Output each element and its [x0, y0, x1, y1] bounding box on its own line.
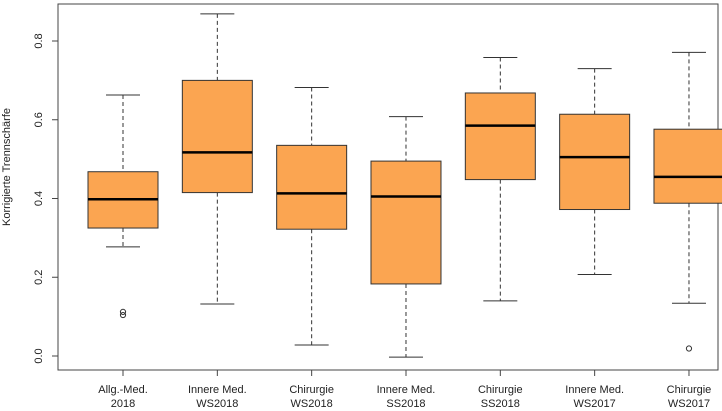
outlier-point — [119, 311, 127, 319]
outlier-point — [685, 345, 693, 352]
box-group — [464, 57, 536, 302]
x-category-label-line1: Chirurgie — [478, 384, 523, 396]
x-category-label-line2: WS2017 — [574, 398, 616, 410]
iqr-box — [653, 128, 722, 204]
iqr-box — [370, 160, 442, 285]
x-category-label-line1: Chirurgie — [289, 384, 334, 396]
outlier-point — [119, 308, 127, 315]
iqr-box — [276, 144, 348, 230]
iqr-box — [464, 92, 536, 181]
x-category-label-line1: Allg.-Med. — [98, 384, 148, 396]
box-group — [276, 86, 348, 346]
y-tick-label: 0.8 — [33, 33, 45, 48]
x-category-label-line1: Chirurgie — [667, 384, 712, 396]
x-category-label-line1: Innere Med. — [565, 384, 624, 396]
iqr-box — [559, 113, 631, 211]
x-category-label-line2: WS2018 — [196, 398, 238, 410]
box-group — [181, 13, 253, 305]
box-group — [87, 94, 159, 319]
y-tick-label: 0.6 — [33, 112, 45, 127]
box-group — [370, 116, 442, 358]
x-category-label-line2: SS2018 — [481, 398, 520, 410]
y-tick-label: 0.2 — [33, 270, 45, 285]
x-category-label-line1: Innere Med. — [188, 384, 247, 396]
iqr-box — [181, 79, 253, 194]
y-axis-title: Korrigierte Trennschärfe — [1, 108, 13, 226]
x-category-label-line2: 2018 — [111, 398, 135, 410]
y-tick-label: 0.0 — [33, 348, 45, 363]
box-group — [559, 68, 631, 275]
x-category-label-line2: WS2018 — [291, 398, 333, 410]
x-category-label-line1: Innere Med. — [377, 384, 436, 396]
box-group — [653, 51, 722, 352]
x-category-label-line2: WS2017 — [668, 398, 710, 410]
y-tick-label: 0.4 — [33, 191, 45, 206]
x-category-label-line2: SS2018 — [386, 398, 425, 410]
